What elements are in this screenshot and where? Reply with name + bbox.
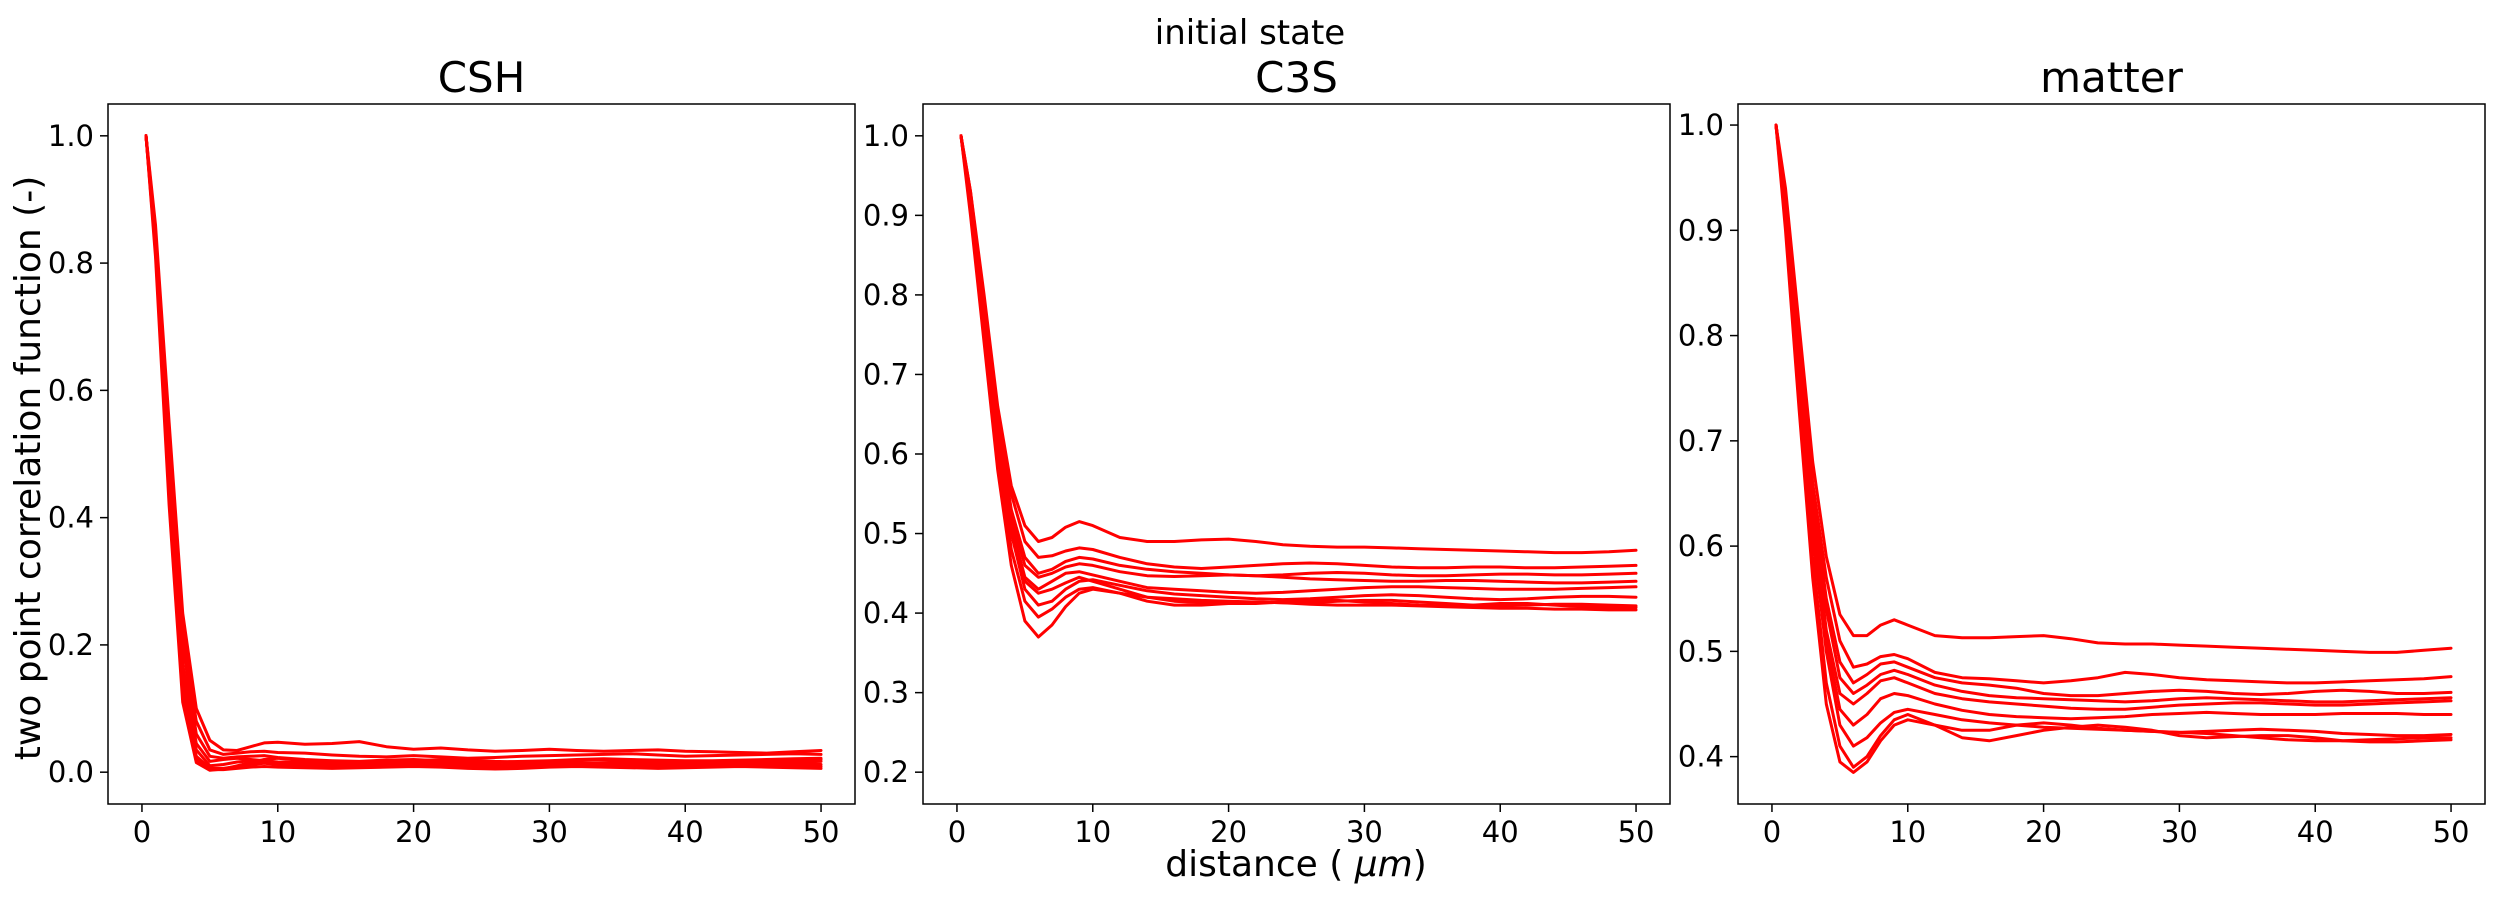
- axes-frame: [1737, 103, 2486, 805]
- panel-matter: matter 0 10 20 30 40 50 0.4 0.5 0.6 0.7 0.8 0.9 1.0: [1678, 53, 2486, 849]
- x-tick-label: 20: [1210, 815, 1247, 849]
- y-tick-label: 1.0: [863, 119, 909, 153]
- x-tick-label: 40: [2297, 815, 2334, 849]
- panel-csh: CSH 0 10 20 30 40 50 0.0 0.2 0.4 0.6 0.8 1.0: [48, 53, 856, 849]
- y-tick-label: 0.5: [1678, 634, 1724, 668]
- y-tick-label: 0.6: [48, 373, 94, 407]
- x-tick-label: 20: [2025, 815, 2062, 849]
- panels: CSH 0 10 20 30 40 50 0.0 0.2 0.4 0.6 0.8 1.0 C3S 0 10 20…: [48, 53, 2486, 849]
- series-line-9: [1774, 123, 2453, 774]
- series-line-1: [1774, 123, 2453, 654]
- x-tick-label: 50: [803, 815, 840, 849]
- series-line-8: [144, 134, 823, 772]
- panel-title: CSH: [438, 53, 526, 102]
- series-line-7: [1774, 123, 2453, 748]
- x-tick-label: 40: [1482, 815, 1519, 849]
- axes-frame: [107, 103, 856, 805]
- y-tick-label: 0.3: [863, 676, 909, 710]
- y-tick-label: 0.6: [1678, 529, 1724, 563]
- y-axis-label: two point correlation function (-): [8, 176, 49, 760]
- y-tick-label: 0.4: [1678, 740, 1724, 774]
- panel-title: C3S: [1255, 53, 1338, 102]
- x-tick-label: 30: [2161, 815, 2198, 849]
- x-tick-label: 20: [395, 815, 432, 849]
- y-tick-label: 0.0: [48, 755, 94, 789]
- series-line-2: [959, 134, 1638, 570]
- series-group: [144, 134, 823, 772]
- x-tick-label: 30: [531, 815, 568, 849]
- series-line-3: [1774, 123, 2453, 698]
- x-tick-label: 10: [1074, 815, 1111, 849]
- x-tick-label: 0: [948, 815, 966, 849]
- x-tick-label: 0: [1763, 815, 1781, 849]
- x-tick-label: 10: [259, 815, 296, 849]
- y-tick-label: 0.8: [48, 246, 94, 280]
- series-line-1: [144, 134, 823, 755]
- y-tick-label: 0.8: [863, 278, 909, 312]
- x-tick-label: 10: [1889, 815, 1926, 849]
- series-line-1: [959, 134, 1638, 555]
- x-axis-label-text: distance (: [1165, 844, 1343, 885]
- y-tick-label: 1.0: [1678, 108, 1724, 142]
- series-line-2: [144, 134, 823, 760]
- x-axis-label: distance ( μm): [1165, 844, 1427, 885]
- y-tick-label: 0.4: [863, 596, 909, 630]
- x-axis-label-tail: ): [1413, 844, 1427, 885]
- x-tick-label: 0: [133, 815, 151, 849]
- series-line-4: [1774, 123, 2453, 704]
- y-tick-label: 0.7: [1678, 424, 1724, 458]
- series-line-2: [1774, 123, 2453, 685]
- series-line-4: [959, 134, 1638, 585]
- y-tick-label: 0.2: [863, 755, 909, 789]
- series-line-7: [959, 134, 1638, 619]
- x-axis-label-unit: μm: [1354, 844, 1413, 885]
- x-tick-label: 40: [667, 815, 704, 849]
- x-tick-label: 50: [2433, 815, 2470, 849]
- panel-title: matter: [2040, 53, 2183, 102]
- x-tick-label: 50: [1618, 815, 1655, 849]
- y-tick-label: 0.9: [1678, 213, 1724, 247]
- series-line-8: [1774, 123, 2453, 769]
- series-line-5: [1774, 123, 2453, 711]
- y-tick-label: 0.8: [1678, 319, 1724, 353]
- series-group: [959, 134, 1638, 639]
- y-tick-label: 1.0: [48, 119, 94, 153]
- y-tick-label: 0.7: [863, 357, 909, 391]
- panel-c3s: C3S 0 10 20 30 40 50 0.2 0.3 0.4 0.5 0.6 0.7 0.8 0.9 1.…: [863, 53, 1671, 849]
- figure-suptitle: initial state: [1155, 13, 1345, 53]
- y-tick-label: 0.4: [48, 501, 94, 535]
- y-tick-label: 0.6: [863, 437, 909, 471]
- x-tick-label: 30: [1346, 815, 1383, 849]
- y-tick-label: 0.5: [863, 517, 909, 551]
- series-line-6: [1774, 123, 2453, 727]
- y-tick-label: 0.9: [863, 198, 909, 232]
- series-group: [1774, 123, 2453, 774]
- series-line-6: [959, 134, 1638, 607]
- series-line-9: [959, 134, 1638, 609]
- y-tick-label: 0.2: [48, 628, 94, 662]
